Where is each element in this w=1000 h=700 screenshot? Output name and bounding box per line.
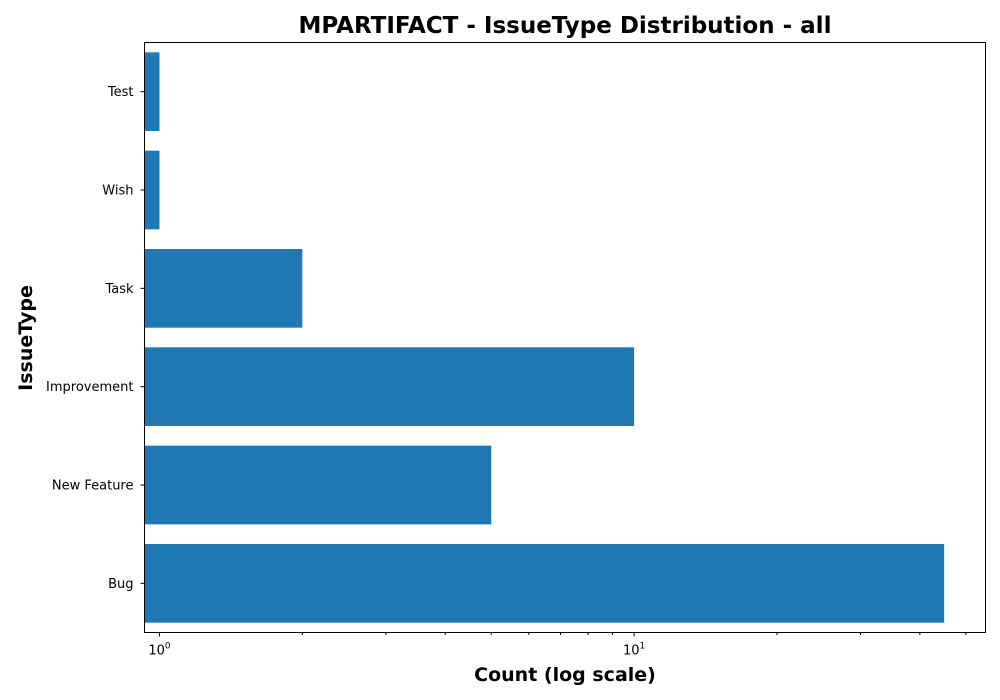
x-tick-label: 101 [623,642,645,659]
x-axis-label: Count (log scale) [474,664,656,686]
y-tick-label-test: Test [107,85,134,100]
bar-bug [144,544,945,623]
bar-test [144,52,160,132]
bar-task [144,249,303,328]
x-axis-ticks: 100 101 [148,632,967,659]
y-tick-label-improvement: Improvement [46,380,133,395]
plot-frame [144,42,986,633]
x-tick-label: 100 [148,642,171,659]
y-tick-label-wish: Wish [102,184,133,199]
bar-improvement [144,347,635,426]
y-tick-label-new-feature: New Feature [52,479,134,494]
y-tick-label-task: Task [104,282,134,297]
y-axis-label: IssueType [15,285,37,391]
y-tick-label-bug: Bug [108,577,133,592]
y-axis-ticks: Bug New Feature Improvement Task Wish Test [46,85,145,592]
bars-layer [144,52,945,623]
bar-wish [144,150,160,230]
bar-new-feature [144,445,492,525]
chart-title: MPARTIFACT - IssueType Distribution - al… [299,13,832,39]
